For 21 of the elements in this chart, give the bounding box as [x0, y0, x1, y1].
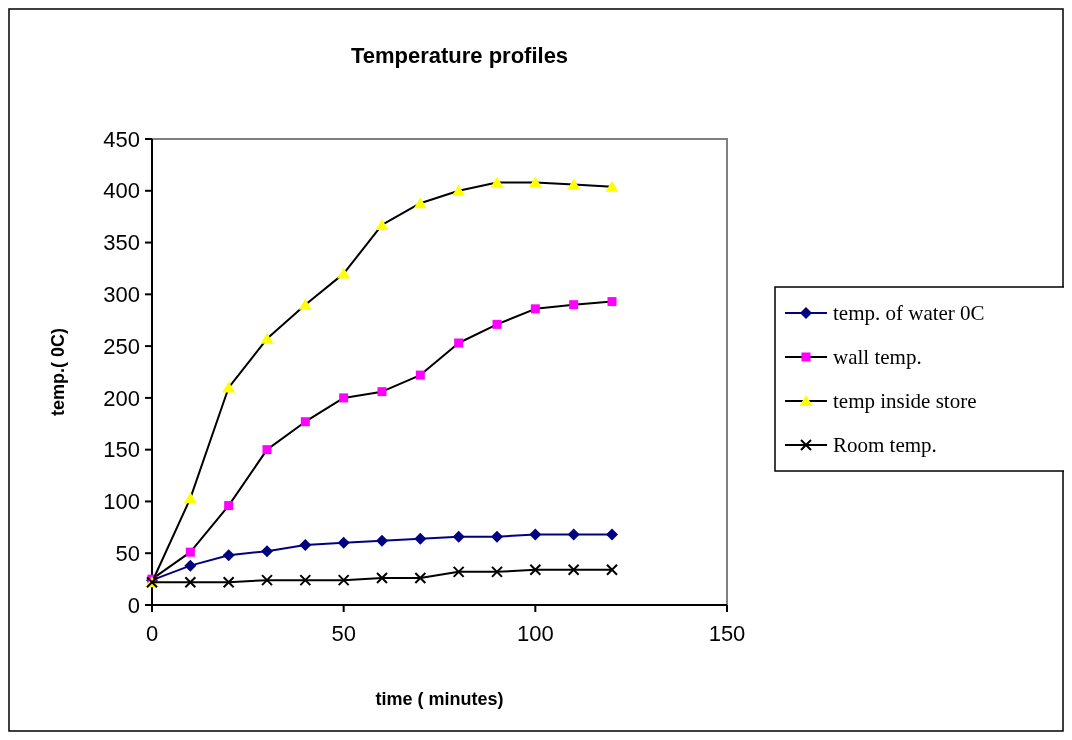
y-tick-label: 400	[103, 178, 140, 204]
legend-label: wall temp.	[833, 345, 922, 370]
legend-label: temp. of water 0C	[833, 301, 985, 326]
y-tick-label: 100	[103, 489, 140, 515]
chart-title: Temperature profiles	[350, 43, 569, 68]
x-tick-label: 0	[145, 621, 159, 646]
legend-label: temp inside store	[833, 389, 977, 414]
x-tick-label: 150	[708, 621, 746, 646]
y-tick-label: 300	[103, 282, 140, 308]
y-tick-label: 250	[103, 333, 140, 359]
y-axis-title: temp.( 0C)	[48, 327, 68, 417]
x-axis-title: time ( minutes)	[375, 689, 504, 709]
legend-label: Room temp.	[833, 433, 937, 458]
y-tick-label: 350	[103, 230, 140, 256]
y-tick-label: 50	[115, 540, 140, 566]
x-tick-label: 100	[516, 621, 554, 646]
y-tick-label: 200	[103, 385, 140, 411]
x-tick-label: 50	[331, 621, 356, 646]
y-tick-label: 0	[127, 592, 140, 618]
y-tick-label: 450	[103, 126, 140, 152]
y-tick-label: 150	[103, 437, 140, 463]
